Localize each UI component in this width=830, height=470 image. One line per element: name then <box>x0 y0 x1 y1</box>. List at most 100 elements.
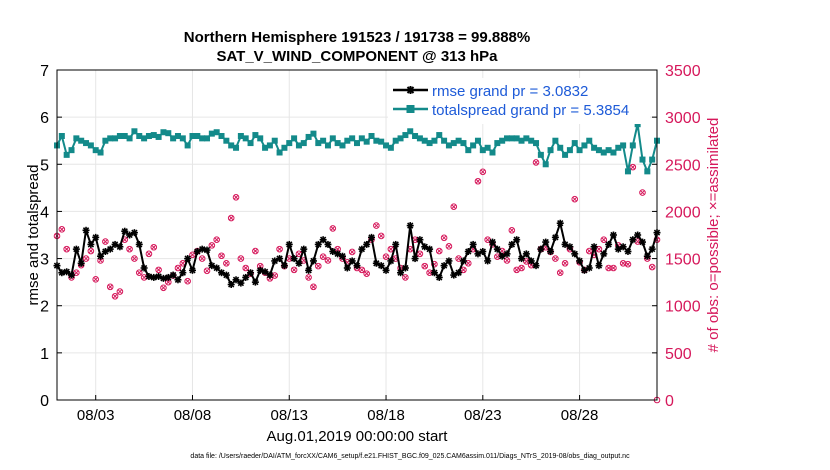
obs-marker <box>111 292 119 300</box>
rmse-marker <box>188 266 196 274</box>
rmse-marker <box>629 236 637 244</box>
rmse-marker <box>605 240 613 248</box>
rmse-marker <box>184 255 192 263</box>
rmse-marker <box>63 268 71 276</box>
spread-marker <box>233 144 240 151</box>
spread-marker <box>402 132 409 139</box>
spread-marker <box>479 147 486 154</box>
rmse-marker <box>551 233 559 241</box>
rmse-marker <box>411 255 419 263</box>
obs-marker <box>552 255 559 262</box>
rmse-marker <box>92 233 100 241</box>
rmse-marker <box>377 262 385 270</box>
spread-marker <box>513 135 520 142</box>
obs-marker <box>290 266 298 274</box>
spread-marker <box>145 133 152 139</box>
rmse-marker <box>416 236 424 244</box>
rmse-marker <box>135 240 143 248</box>
spread-marker <box>518 137 525 144</box>
obs-marker <box>561 259 569 267</box>
spread-marker <box>552 137 559 144</box>
left-axis-label: rmse and totalspread <box>25 165 42 306</box>
obs-marker <box>479 168 487 176</box>
obs-marker <box>203 267 211 275</box>
spread-marker <box>407 128 414 135</box>
spread-marker <box>150 132 157 139</box>
spread-marker <box>566 147 573 154</box>
obs-marker <box>416 250 424 258</box>
spread-marker <box>547 147 554 154</box>
spread-marker <box>170 135 177 142</box>
spread-marker <box>112 135 119 142</box>
legend-rmse-label: rmse grand pr = 3.0832 <box>432 83 588 100</box>
obs-marker <box>445 243 453 250</box>
spread-marker <box>194 133 201 139</box>
obs-marker <box>310 283 317 291</box>
obs-marker <box>150 243 158 251</box>
spread-marker <box>445 142 452 149</box>
legend: rmse grand pr = 3.0832 totalspread grand… <box>388 78 650 124</box>
rmse-marker <box>440 262 448 270</box>
rmse-marker <box>116 243 124 251</box>
rmse-marker <box>600 250 608 258</box>
spread-marker <box>508 135 515 142</box>
x-tick-label: 08/23 <box>464 407 502 424</box>
spread-marker <box>63 151 70 158</box>
left-tick-label: 1 <box>40 346 49 363</box>
spread-marker <box>291 135 298 142</box>
spread-marker <box>78 137 85 144</box>
spread-marker <box>97 149 104 156</box>
spread-marker <box>305 133 312 140</box>
rmse-marker <box>634 231 642 239</box>
spread-marker <box>276 149 283 156</box>
spread-marker <box>257 135 264 142</box>
spread-marker <box>242 135 249 142</box>
rmse-marker <box>237 279 245 287</box>
obs-marker <box>377 232 385 240</box>
obs-marker <box>619 259 627 267</box>
obs-marker <box>421 262 429 270</box>
rmse-marker <box>401 264 409 272</box>
spread-marker <box>160 129 167 136</box>
left-tick-label: 5 <box>40 157 49 174</box>
spread-marker <box>165 130 172 137</box>
obs-marker <box>131 255 138 262</box>
rmse-marker <box>585 264 593 272</box>
spread-marker <box>378 138 385 145</box>
spread-marker <box>634 121 641 128</box>
spread-marker <box>421 137 428 144</box>
spread-marker <box>363 138 370 145</box>
spread-marker <box>523 135 530 142</box>
obs-marker <box>402 274 409 281</box>
rmse-marker <box>643 252 651 260</box>
spread-marker <box>334 140 341 147</box>
rmse-marker <box>305 266 313 274</box>
spread-marker <box>358 135 365 142</box>
x-tick-label: 08/03 <box>77 407 115 424</box>
plot-frame <box>56 69 658 401</box>
obs-marker <box>160 284 167 292</box>
obs-marker <box>87 247 95 255</box>
rmse-marker <box>527 257 535 265</box>
spread-marker <box>204 135 210 142</box>
rmse-marker <box>300 245 308 253</box>
rmse-marker <box>426 245 434 253</box>
right-tick-label: 2500 <box>665 157 701 174</box>
obs-marker <box>135 269 143 277</box>
rmse-marker <box>609 231 617 239</box>
spread-marker <box>271 137 278 144</box>
spread-marker <box>397 135 404 142</box>
rmse-marker <box>276 255 284 263</box>
spread-marker <box>460 140 467 147</box>
obs-marker <box>387 245 395 253</box>
rmse-marker <box>140 264 148 272</box>
obs-marker <box>106 283 114 291</box>
obs-marker <box>82 255 90 262</box>
spread-marker <box>504 135 510 142</box>
rmse-marker <box>464 248 472 255</box>
left-tick-label: 4 <box>40 204 49 221</box>
spread-marker <box>416 135 423 142</box>
spread-marker <box>465 147 472 154</box>
